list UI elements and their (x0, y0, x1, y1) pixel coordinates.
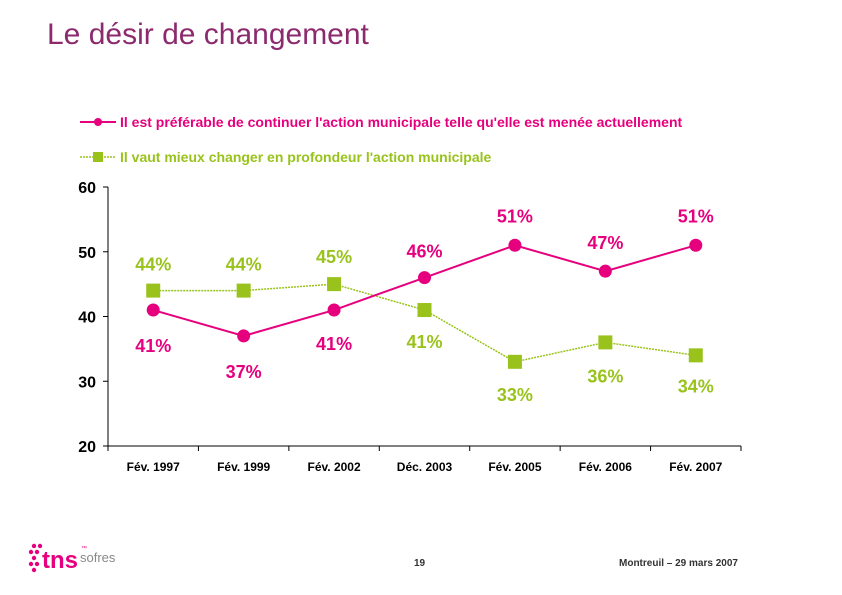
legend-marker-circle-icon (80, 118, 116, 126)
x-tick-label: Fév. 2002 (307, 460, 360, 474)
series-change-point (598, 335, 613, 350)
series-continue-point (327, 303, 341, 317)
logo-tm: ™ (81, 545, 87, 552)
series-continue-point (598, 264, 612, 278)
x-tick-label: Déc. 2003 (397, 460, 453, 474)
logo-sub-text: sofres (80, 550, 116, 565)
data-label-change: 36% (587, 366, 623, 386)
data-label-change: 41% (406, 332, 442, 352)
y-tick-label: 30 (78, 374, 96, 391)
page-number: 19 (414, 558, 426, 569)
legend-label-continue: Il est préférable de continuer l'action … (120, 114, 683, 130)
y-tick-label: 40 (78, 310, 96, 327)
x-tick-label: Fév. 2007 (669, 460, 722, 474)
data-label-change: 34% (678, 376, 714, 396)
logo-main-text: tns (42, 547, 78, 574)
series-continue-point (418, 271, 431, 285)
y-tick-label: 60 (78, 180, 96, 197)
data-label-continue: 51% (497, 206, 533, 226)
data-label-change: 45% (316, 247, 352, 267)
data-label-continue: 41% (135, 336, 171, 356)
tns-sofres-logo: tns ™ sofres (28, 543, 116, 574)
series-change-point (688, 348, 703, 363)
data-label-continue: 47% (587, 233, 623, 253)
series-change-point (327, 277, 342, 292)
series-continue-point (689, 238, 703, 252)
data-label-continue: 46% (406, 242, 442, 262)
data-label-continue: 37% (226, 362, 262, 382)
series-change-point (417, 303, 432, 318)
series-continue-point (146, 303, 160, 317)
series-change-point (146, 283, 161, 298)
data-label-change: 44% (135, 255, 171, 275)
data-label-continue: 51% (678, 206, 714, 226)
legend-item-continue: Il est préférable de continuer l'action … (80, 113, 682, 131)
legend-label-change: Il vaut mieux changer en profondeur l'ac… (120, 149, 492, 165)
page-title: Le désir de changement (47, 18, 369, 51)
series-change-point (507, 354, 522, 369)
x-tick-label: Fév. 2005 (488, 460, 541, 474)
x-tick-label: Fév. 1997 (127, 460, 180, 474)
data-label-change: 44% (226, 255, 262, 275)
y-tick-label: 20 (78, 439, 96, 456)
logo-dots (28, 543, 43, 573)
series-continue-point (237, 329, 251, 343)
x-tick-label: Fév. 1999 (217, 460, 270, 474)
series-change-point (236, 283, 251, 298)
data-label-continue: 41% (316, 334, 352, 354)
y-tick-label: 50 (78, 245, 96, 262)
data-label-change: 33% (497, 385, 533, 405)
legend-marker-square-icon (80, 152, 116, 162)
legend-item-change: Il vaut mieux changer en profondeur l'ac… (80, 148, 491, 166)
x-tick-label: Fév. 2006 (579, 460, 632, 474)
series-continue-point (508, 238, 522, 252)
footer-place-date: Montreuil – 29 mars 2007 (619, 558, 738, 569)
